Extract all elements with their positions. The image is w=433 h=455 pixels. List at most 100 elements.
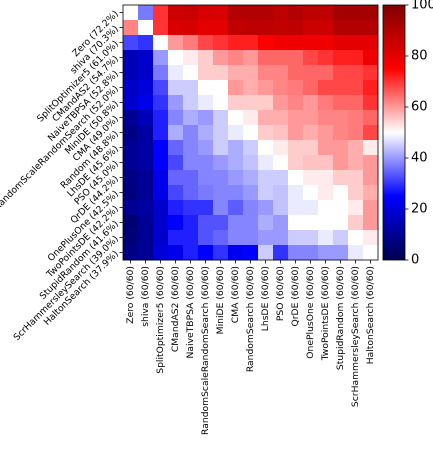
heatmap-cell-r2-c4	[183, 35, 199, 51]
heatmap-cell-r5-c15	[348, 80, 364, 96]
heatmap-cell-r5-c2	[153, 80, 169, 96]
heatmap-cell-r14-c9	[258, 215, 274, 231]
heatmap-cell-r2-c8	[243, 35, 259, 51]
heatmap-cell-r0-c4	[183, 5, 199, 21]
heatmap-cell-r4-c7	[228, 65, 244, 81]
heatmap-cell-r13-c0	[123, 200, 139, 216]
heatmap-cell-r4-c2	[153, 65, 169, 81]
heatmap-cell-r12-c14	[333, 185, 349, 201]
heatmap-cell-r11-c9	[258, 170, 274, 186]
heatmap-cell-r4-c4	[183, 65, 199, 81]
heatmap-cell-r8-c7	[228, 125, 244, 141]
heatmap-cell-r3-c2	[153, 50, 169, 66]
heatmap-cell-r11-c11	[288, 170, 304, 186]
heatmap-cell-r12-c8	[243, 185, 259, 201]
heatmap-cell-r16-c5	[198, 245, 214, 261]
heatmap-cell-r7-c9	[258, 110, 274, 126]
heatmap-cell-r11-c14	[333, 170, 349, 186]
heatmap-cell-r9-c0	[123, 140, 139, 156]
heatmap-cell-r5-c5	[198, 80, 214, 96]
heatmap-cell-r1-c11	[288, 20, 304, 36]
heatmap-cell-r9-c3	[168, 140, 184, 156]
heatmap-cell-r16-c11	[288, 245, 304, 261]
heatmap-cell-r5-c4	[183, 80, 199, 96]
heatmap-cell-r11-c7	[228, 170, 244, 186]
heatmap-cell-r10-c15	[348, 155, 364, 171]
heatmap-cell-r2-c14	[333, 35, 349, 51]
heatmap-cell-r2-c7	[228, 35, 244, 51]
heatmap-cell-r6-c6	[213, 95, 229, 111]
heatmap-cell-r10-c7	[228, 155, 244, 171]
col-label: MiniDE (60/60)	[215, 266, 226, 334]
heatmap-cell-r14-c12	[303, 215, 319, 231]
heatmap-cell-r8-c11	[288, 125, 304, 141]
heatmap-cell-r5-c10	[273, 80, 289, 96]
heatmap-cell-r1-c3	[168, 20, 184, 36]
heatmap-cell-r7-c5	[198, 110, 214, 126]
heatmap-cell-r14-c1	[138, 215, 154, 231]
heatmap-cell-r11-c12	[303, 170, 319, 186]
heatmap-cell-r9-c12	[303, 140, 319, 156]
col-label: RandomSearch (60/60)	[245, 266, 256, 372]
heatmap-cell-r9-c8	[243, 140, 259, 156]
heatmap-cell-r9-c15	[348, 140, 364, 156]
heatmap-cell-r4-c10	[273, 65, 289, 81]
colorbar	[382, 4, 406, 261]
heatmap-cell-r4-c11	[288, 65, 304, 81]
heatmap-cell-r1-c9	[258, 20, 274, 36]
heatmap-cell-r15-c15	[348, 230, 364, 246]
heatmap-cell-r1-c12	[303, 20, 319, 36]
heatmap-cell-r15-c16	[363, 230, 379, 246]
col-label: CMA (60/60)	[230, 266, 241, 323]
heatmap-cell-r8-c0	[123, 125, 139, 141]
col-labels: Zero (60/60) shiva (60/60) SplitOptimizer5…	[125, 260, 376, 435]
heatmap-cell-r13-c14	[333, 200, 349, 216]
heatmap-cell-r0-c12	[303, 5, 319, 21]
heatmap-cell-r4-c12	[303, 65, 319, 81]
heatmap-cell-r11-c10	[273, 170, 289, 186]
heatmap-cell-r14-c14	[333, 215, 349, 231]
heatmap-cell-r0-c13	[318, 5, 334, 21]
heatmap-cell-r12-c15	[348, 185, 364, 201]
heatmap-cell-r2-c12	[303, 35, 319, 51]
heatmap-cell-r15-c0	[123, 230, 139, 246]
heatmap-cell-r5-c7	[228, 80, 244, 96]
heatmap-cell-r6-c15	[348, 95, 364, 111]
heatmap-cell-r0-c6	[213, 5, 229, 21]
heatmap-cell-r14-c8	[243, 215, 259, 231]
heatmap-cell-r13-c6	[213, 200, 229, 216]
heatmap-cell-r6-c10	[273, 95, 289, 111]
heatmap-cell-r10-c16	[363, 155, 379, 171]
heatmap-cell-r9-c14	[333, 140, 349, 156]
colorbar-tick-label: 100	[411, 0, 433, 13]
heatmap-cell-r6-c14	[333, 95, 349, 111]
heatmap-cell-r13-c11	[288, 200, 304, 216]
heatmap-cell-r16-c1	[138, 245, 154, 261]
heatmap-cell-r4-c14	[333, 65, 349, 81]
col-label: shiva (60/60)	[140, 266, 151, 327]
heatmap-cell-r1-c5	[198, 20, 214, 36]
col-label: Zero (60/60)	[125, 266, 136, 324]
heatmap-cell-r0-c7	[228, 5, 244, 21]
heatmap-cell-r10-c9	[258, 155, 274, 171]
heatmap-cell-r1-c15	[348, 20, 364, 36]
heatmap-cell-r3-c14	[333, 50, 349, 66]
heatmap-cell-r6-c3	[168, 95, 184, 111]
heatmap-cell-r13-c10	[273, 200, 289, 216]
heatmap-cell-r10-c2	[153, 155, 169, 171]
heatmap-cell-r13-c5	[198, 200, 214, 216]
heatmap-cell-r13-c13	[318, 200, 334, 216]
heatmap-cell-r6-c13	[318, 95, 334, 111]
heatmap-cell-r10-c5	[198, 155, 214, 171]
heatmap-cell-r10-c11	[288, 155, 304, 171]
heatmap-cell-r7-c0	[123, 110, 139, 126]
heatmap-cell-r16-c12	[303, 245, 319, 261]
heatmap-cell-r7-c15	[348, 110, 364, 126]
heatmap-cell-r1-c1	[138, 20, 154, 36]
heatmap-cell-r4-c15	[348, 65, 364, 81]
col-label: PSO (60/60)	[275, 266, 286, 321]
heatmap-cell-r10-c6	[213, 155, 229, 171]
heatmap-cell-r0-c5	[198, 5, 214, 21]
heatmap-cell-r16-c16	[363, 245, 379, 261]
heatmap-cell-r15-c1	[138, 230, 154, 246]
